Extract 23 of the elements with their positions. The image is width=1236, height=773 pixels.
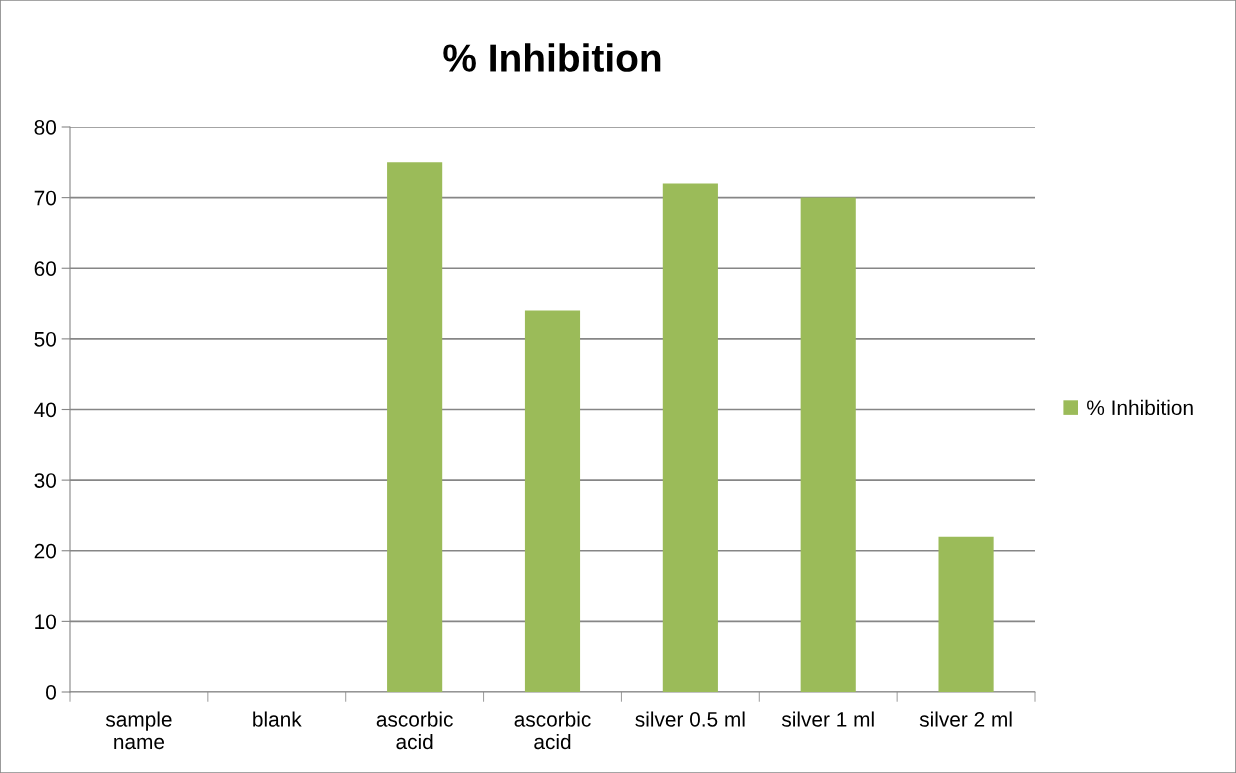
y-tick-label: 60 [34, 261, 56, 276]
y-tick-label: 30 [34, 473, 56, 488]
x-tick-label: blank [253, 711, 302, 727]
y-tick-label: 40 [34, 402, 56, 418]
y-tick-label: 10 [35, 614, 56, 630]
x-tick-label: silver 2 ml [919, 711, 1012, 727]
y-tick-label: 20 [34, 543, 56, 559]
chart-title: % Inhibition [443, 43, 661, 72]
bar [662, 183, 718, 692]
bar [800, 197, 856, 692]
bar [387, 162, 443, 692]
x-tick-label: sample name [105, 711, 172, 750]
legend-label: % Inhibition [1087, 399, 1193, 416]
y-tick-label: 0 [46, 685, 56, 700]
y-tick-label: 50 [34, 331, 56, 347]
x-tick-label: silver 1 ml [781, 711, 874, 727]
x-tick-label: ascorbic acid [514, 711, 591, 750]
y-tick-label: 70 [34, 190, 56, 206]
bar [938, 536, 994, 692]
x-tick-label: ascorbic acid [376, 711, 453, 750]
y-tick-label: 80 [34, 120, 56, 135]
x-tick-label: silver 0.5 ml [635, 711, 745, 727]
bar [524, 310, 581, 692]
